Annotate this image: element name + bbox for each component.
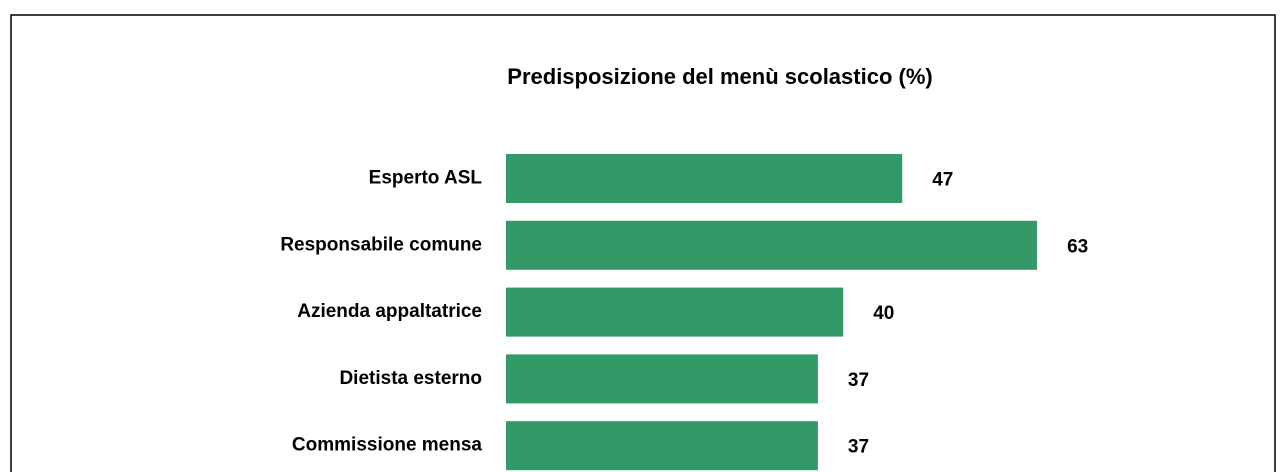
- bar: [506, 220, 1038, 270]
- value-label: 63: [1067, 236, 1088, 257]
- bar: [506, 287, 844, 337]
- category-label: Azienda appaltatrice: [297, 301, 482, 322]
- category-label: Dietista esterno: [339, 368, 482, 389]
- bar: [506, 154, 903, 203]
- category-label: Responsabile comune: [280, 234, 482, 255]
- bar: [506, 421, 818, 471]
- bar: [506, 354, 818, 404]
- value-label: 37: [848, 370, 869, 391]
- value-label: 40: [873, 303, 894, 324]
- category-label: Esperto ASL: [369, 168, 483, 189]
- frame: [10, 14, 1276, 472]
- category-label: Commissione mensa: [292, 435, 482, 456]
- value-label: 37: [848, 437, 869, 458]
- chart-title: Predisposizione del menù scolastico (%): [507, 64, 932, 89]
- value-label: 47: [932, 170, 953, 191]
